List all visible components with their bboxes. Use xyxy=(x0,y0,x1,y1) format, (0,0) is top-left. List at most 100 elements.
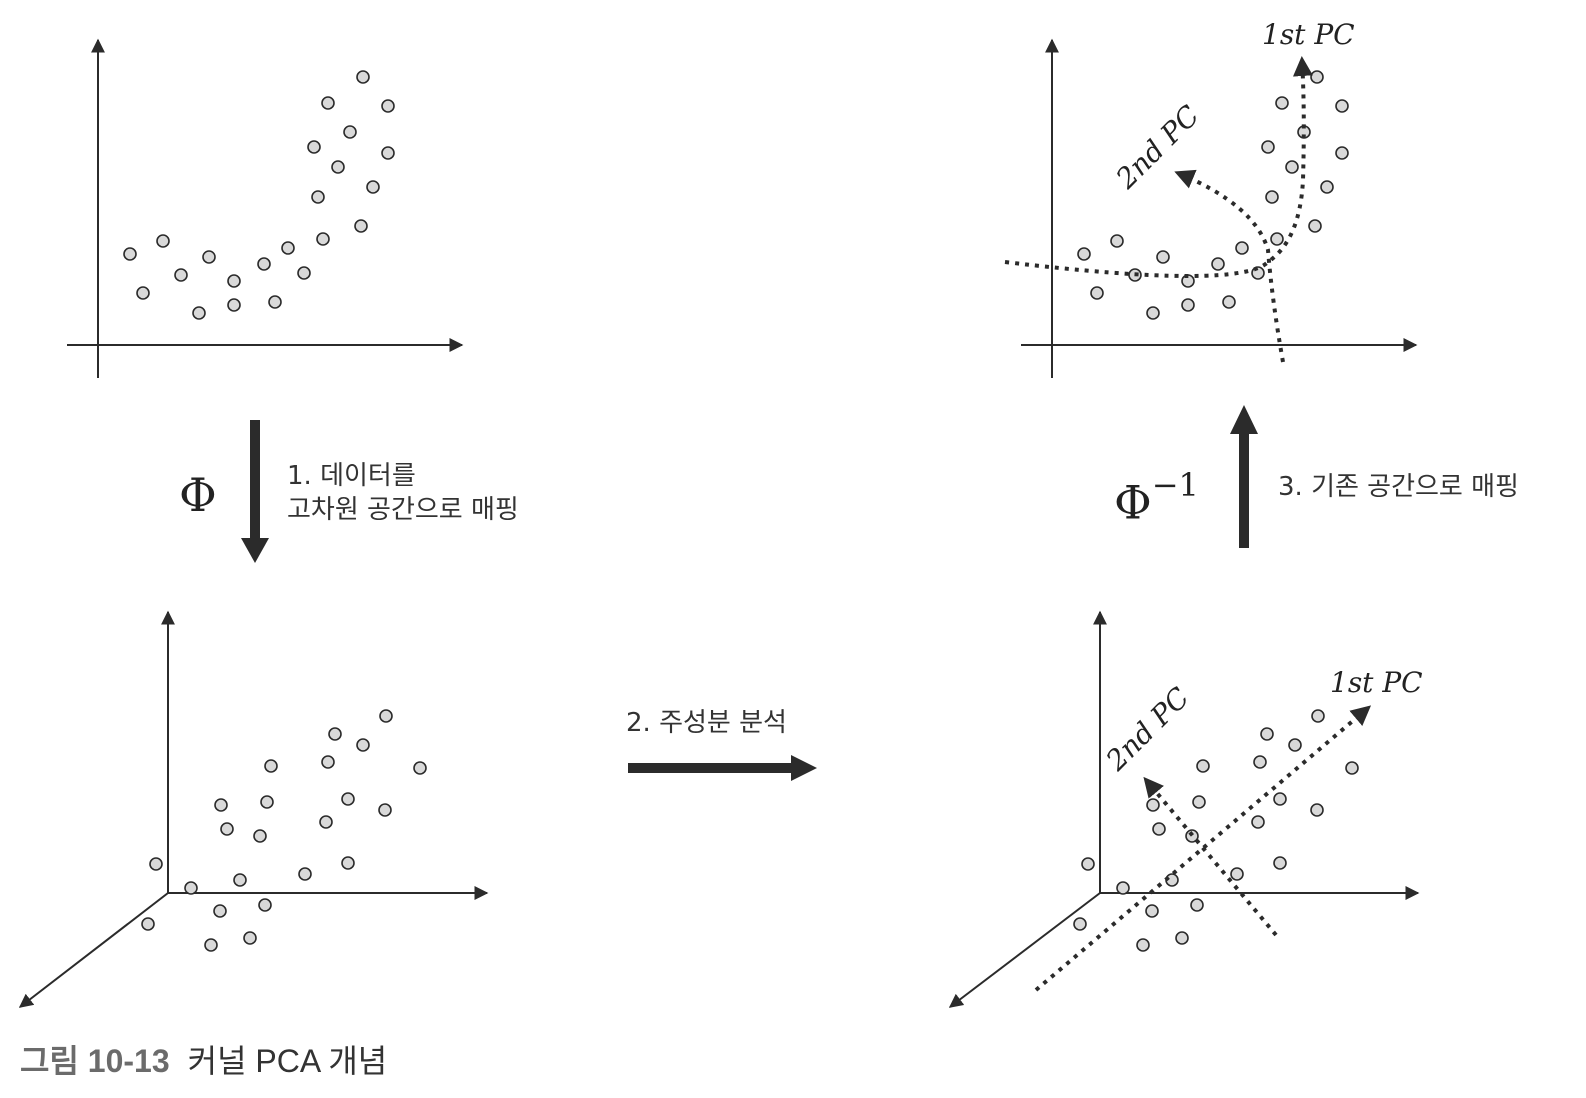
data-point xyxy=(1335,99,1349,113)
data-point xyxy=(1273,792,1287,806)
data-point xyxy=(1090,286,1104,300)
data-point xyxy=(356,70,370,84)
data-point xyxy=(328,727,342,741)
data-point xyxy=(379,709,393,723)
data-point xyxy=(1270,232,1284,246)
figure-title: 커널 PCA 개념 xyxy=(187,1043,388,1079)
data-point xyxy=(1230,867,1244,881)
data-point xyxy=(260,795,274,809)
arrow-map-back xyxy=(1230,405,1258,548)
data-point xyxy=(1253,755,1267,769)
depth-axis xyxy=(948,892,1101,1008)
data-point xyxy=(243,931,257,945)
data-point xyxy=(356,738,370,752)
data-point xyxy=(1116,881,1130,895)
data-point xyxy=(366,180,380,194)
data-point xyxy=(321,96,335,110)
data-point xyxy=(123,247,137,261)
data-point xyxy=(1146,798,1160,812)
figure-number: 그림 10-13 xyxy=(20,1043,170,1079)
data-point xyxy=(1081,857,1095,871)
data-point xyxy=(307,140,321,154)
data-point xyxy=(1320,180,1334,194)
data-point xyxy=(1222,295,1236,309)
data-point xyxy=(1196,759,1210,773)
data-point xyxy=(1273,856,1287,870)
depth-axis xyxy=(18,892,169,1008)
data-point xyxy=(149,857,163,871)
data-point xyxy=(202,250,216,264)
data-point xyxy=(1251,815,1265,829)
data-point xyxy=(281,241,295,255)
data-point xyxy=(381,99,395,113)
data-point xyxy=(257,257,271,271)
data-point xyxy=(316,232,330,246)
data-point xyxy=(343,125,357,139)
step2-label: 2. 주성분 분석 xyxy=(626,708,787,738)
second-pc-line xyxy=(1143,776,1278,937)
data-point xyxy=(1156,250,1170,264)
second-pc-curve xyxy=(1174,169,1285,363)
data-point xyxy=(1310,803,1324,817)
data-point xyxy=(204,938,218,952)
data-point xyxy=(184,881,198,895)
arrow-pca xyxy=(628,755,817,781)
first-pc-line xyxy=(1034,705,1372,992)
data-point xyxy=(258,898,272,912)
data-point xyxy=(233,873,247,887)
data-point xyxy=(311,190,325,204)
data-point xyxy=(1251,266,1265,280)
data-point xyxy=(1235,241,1249,255)
step1-label-line1: 1. 데이터를 xyxy=(287,461,416,491)
first-pc-label: 1st PC xyxy=(1330,666,1423,699)
data-point xyxy=(381,146,395,160)
data-point xyxy=(1077,247,1091,261)
data-point xyxy=(1152,822,1166,836)
second-pc-label: 2nd PC xyxy=(1099,681,1196,778)
data-point xyxy=(253,829,267,843)
panel-pca-3d: 1st PC 2nd PC xyxy=(948,610,1423,1008)
data-points xyxy=(1073,709,1359,952)
data-points xyxy=(123,70,395,320)
data-point xyxy=(136,286,150,300)
data-point xyxy=(141,917,155,931)
data-point xyxy=(1175,931,1189,945)
data-point xyxy=(192,306,206,320)
data-point xyxy=(297,266,311,280)
data-points xyxy=(141,709,427,952)
data-point xyxy=(1275,96,1289,110)
data-point xyxy=(354,219,368,233)
panel-mapped-back-2d: 1st PC 2nd PC xyxy=(1004,18,1418,378)
data-point xyxy=(1181,298,1195,312)
data-point xyxy=(1288,738,1302,752)
data-point xyxy=(378,803,392,817)
figure-caption: 그림 10-13 커널 PCA 개념 xyxy=(20,1036,387,1082)
panel-original-2d xyxy=(67,38,464,378)
phi-inverse-symbol: Φ−1 xyxy=(1114,466,1199,530)
data-point xyxy=(1185,829,1199,843)
data-point xyxy=(220,822,234,836)
data-point xyxy=(1260,727,1274,741)
panel-high-dim-3d xyxy=(18,610,489,1008)
data-point xyxy=(1192,795,1206,809)
data-point xyxy=(1211,257,1225,271)
arrow-map-to-high-dim xyxy=(241,420,269,563)
data-point xyxy=(1190,898,1204,912)
data-point xyxy=(1335,146,1349,160)
data-points xyxy=(1077,70,1349,320)
data-point xyxy=(227,298,241,312)
data-point xyxy=(1265,190,1279,204)
data-point xyxy=(227,274,241,288)
data-point xyxy=(213,904,227,918)
data-point xyxy=(341,856,355,870)
data-point xyxy=(1146,306,1160,320)
data-point xyxy=(1308,219,1322,233)
data-point xyxy=(174,268,188,282)
first-pc-label: 1st PC xyxy=(1262,18,1355,51)
data-point xyxy=(1310,70,1324,84)
data-point xyxy=(214,798,228,812)
data-point xyxy=(264,759,278,773)
data-point xyxy=(1345,761,1359,775)
second-pc-label: 2nd PC xyxy=(1109,99,1206,196)
